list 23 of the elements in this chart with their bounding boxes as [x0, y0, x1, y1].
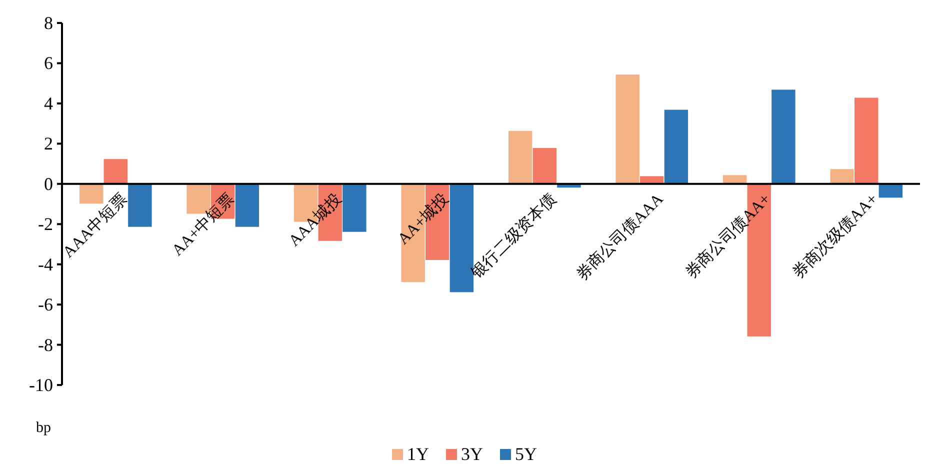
y-tick-label: -10: [29, 375, 53, 395]
bar: [770, 89, 796, 184]
x-axis-title: bp: [36, 420, 51, 436]
bar: [878, 184, 904, 198]
x-tick-label: 券商公司债AA+: [682, 190, 774, 282]
x-tick-label: 券商次级债AA+: [789, 190, 882, 282]
y-tick-label: -2: [38, 214, 53, 234]
y-tick-label: 2: [44, 134, 53, 154]
x-tick-label: 银行二级资本债: [466, 190, 560, 283]
y-tick-label: -8: [38, 334, 53, 355]
legend-label: 1Y: [407, 444, 429, 464]
y-tick-label: 8: [44, 13, 53, 33]
y-tick-label: 4: [44, 93, 53, 114]
y-tick-label: 0: [44, 174, 53, 194]
legend-label: 5Y: [515, 444, 537, 464]
y-tick-label: -6: [38, 294, 53, 315]
y-tick-label: -4: [38, 254, 53, 274]
x-tick-label: AA+中短票: [168, 190, 238, 260]
bar: [103, 158, 128, 184]
y-tick-label: 6: [44, 53, 53, 74]
legend-label: 3Y: [461, 444, 483, 464]
bar: [78, 184, 104, 204]
bar: [127, 184, 152, 228]
